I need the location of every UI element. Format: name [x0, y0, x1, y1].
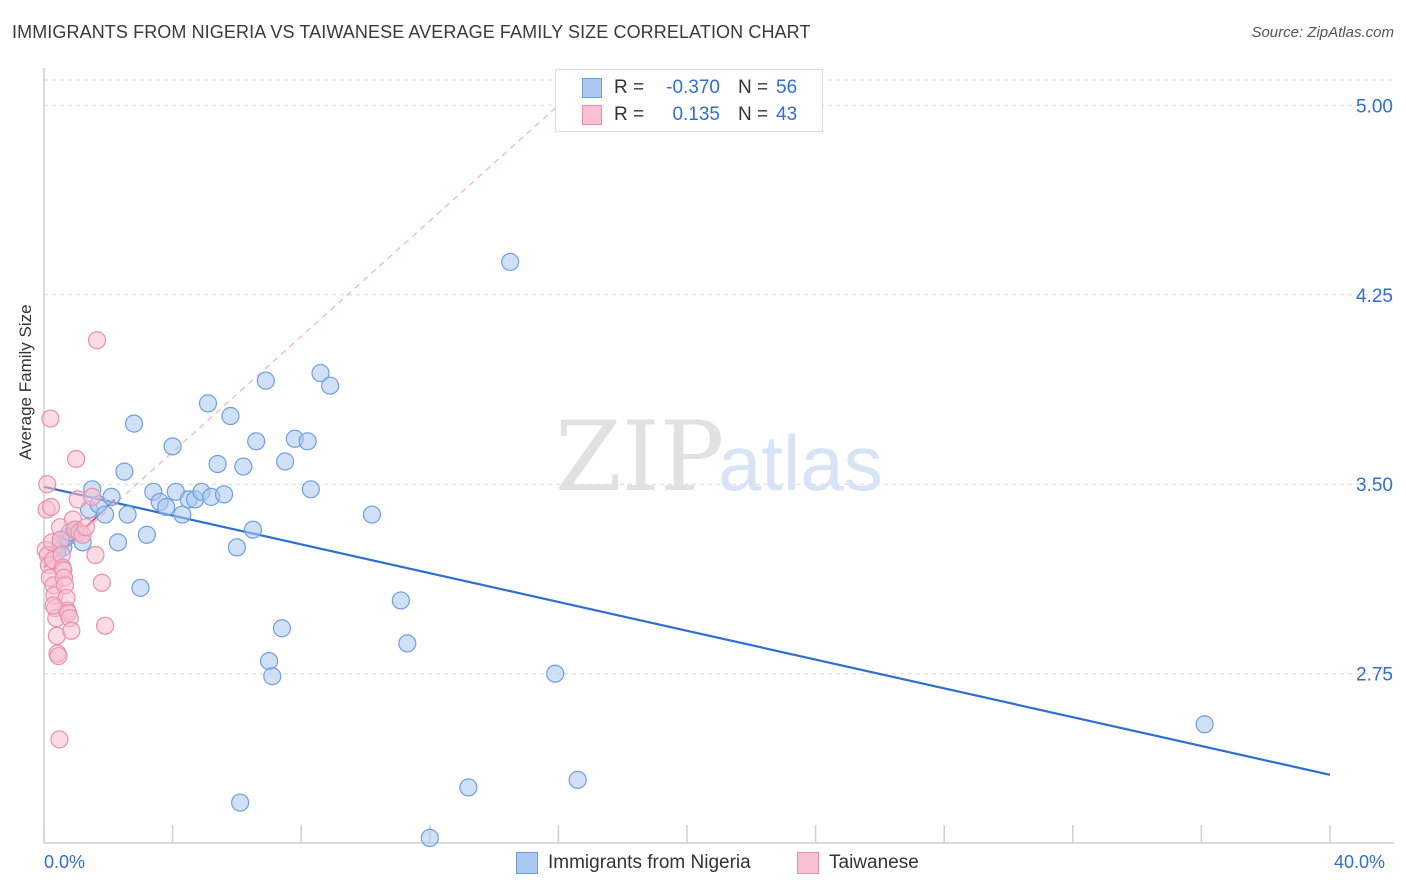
nigeria-point: [259, 651, 279, 671]
y-tick-label: 5.00: [1356, 96, 1393, 117]
nigeria-point: [221, 406, 240, 426]
taiwanese-point: [86, 545, 105, 565]
nigeria-point: [272, 619, 292, 638]
nigeria-point: [546, 664, 565, 683]
nigeria-point: [231, 793, 250, 812]
nigeria-point: [420, 828, 439, 848]
correlation-legend: R = -0.370 N = 56 R = 0.135 N = 43: [555, 69, 823, 132]
taiwanese-trend-extension: [43, 104, 559, 569]
taiwanese-point: [95, 616, 115, 635]
nigeria-point: [131, 578, 150, 597]
nigeria-point: [234, 457, 253, 476]
r-label: R =: [614, 77, 645, 98]
n-label: N =: [738, 104, 769, 125]
r-value: 0.135: [672, 104, 720, 125]
nigeria-point: [1195, 715, 1214, 734]
taiwanese-point: [62, 621, 81, 640]
nigeria-point: [163, 437, 182, 456]
nigeria-point: [501, 252, 520, 272]
taiwanese-point: [38, 475, 57, 494]
nigeria-point: [173, 505, 192, 524]
nigeria-point: [227, 538, 246, 557]
taiwanese-point: [50, 730, 69, 749]
y-tick-label: 3.50: [1356, 475, 1393, 496]
n-value: 56: [776, 77, 798, 98]
nigeria-point: [311, 363, 330, 383]
nigeria-point: [118, 505, 137, 524]
taiwanese-swatch: [582, 105, 602, 125]
nigeria-point: [214, 485, 234, 504]
taiwanese-point: [44, 596, 63, 615]
legend-row-taiwanese: R = 0.135 N = 43: [582, 103, 797, 127]
nigeria-trend-line: [43, 485, 1331, 776]
chart-title: IMMIGRANTS FROM NIGERIA VS TAIWANESE AVE…: [12, 22, 811, 42]
taiwanese-point: [41, 409, 60, 428]
nigeria-point: [247, 432, 266, 451]
nigeria-point: [198, 394, 218, 413]
nigeria-point: [157, 497, 176, 517]
r-label: R =: [614, 104, 645, 125]
nigeria-swatch: [582, 78, 602, 98]
nigeria-point: [124, 414, 144, 433]
nigeria-point: [243, 520, 263, 539]
nigeria-point: [568, 770, 587, 789]
watermark-atlas: atlas: [718, 419, 883, 507]
nigeria-point: [321, 376, 340, 395]
taiwanese-point: [41, 497, 61, 517]
nigeria-legend-swatch: [516, 852, 538, 874]
taiwanese-point: [76, 518, 95, 537]
taiwanese-point: [92, 573, 111, 592]
nigeria-point: [137, 525, 156, 544]
legend-label: Taiwanese: [829, 852, 919, 873]
nigeria-point: [398, 634, 417, 653]
taiwanese-point: [49, 646, 68, 666]
r-value: -0.370: [666, 77, 720, 98]
nigeria-point: [115, 462, 134, 481]
taiwanese-point: [67, 449, 86, 469]
nigeria-point: [459, 778, 478, 797]
n-value: 43: [776, 104, 798, 125]
nigeria-point: [108, 533, 128, 552]
nigeria-point: [256, 371, 275, 390]
nigeria-point: [391, 591, 410, 610]
nigeria-point: [208, 454, 227, 474]
nigeria-point: [301, 480, 320, 499]
x-tick-label-min: 0.0%: [44, 852, 86, 872]
n-label: N =: [738, 77, 769, 98]
legend-item-taiwanese[interactable]: Taiwanese: [797, 852, 919, 874]
taiwanese-point: [83, 487, 102, 506]
nigeria-point: [276, 452, 295, 471]
source-label: Source: ZipAtlas.com: [1251, 24, 1394, 41]
taiwanese-point: [87, 331, 107, 350]
taiwanese-legend-swatch: [797, 852, 819, 874]
y-tick-label: 4.25: [1356, 286, 1393, 307]
nigeria-point: [298, 432, 317, 451]
legend-row-nigeria: R = -0.370 N = 56: [582, 76, 797, 100]
watermark-zip: ZIP: [555, 401, 724, 513]
nigeria-point: [263, 667, 282, 686]
y-tick-label: 2.75: [1356, 665, 1393, 686]
legend-item-nigeria[interactable]: Immigrants from Nigeria: [516, 852, 751, 874]
nigeria-point: [362, 505, 382, 524]
series-legend: Immigrants from Nigeria Taiwanese: [0, 852, 1406, 878]
nigeria-point: [95, 505, 115, 524]
x-tick-label-max: 40.0%: [1334, 852, 1386, 872]
y-axis-label: Average Family Size: [16, 304, 35, 460]
nigeria-point: [102, 487, 121, 506]
legend-label: Immigrants from Nigeria: [548, 852, 751, 873]
